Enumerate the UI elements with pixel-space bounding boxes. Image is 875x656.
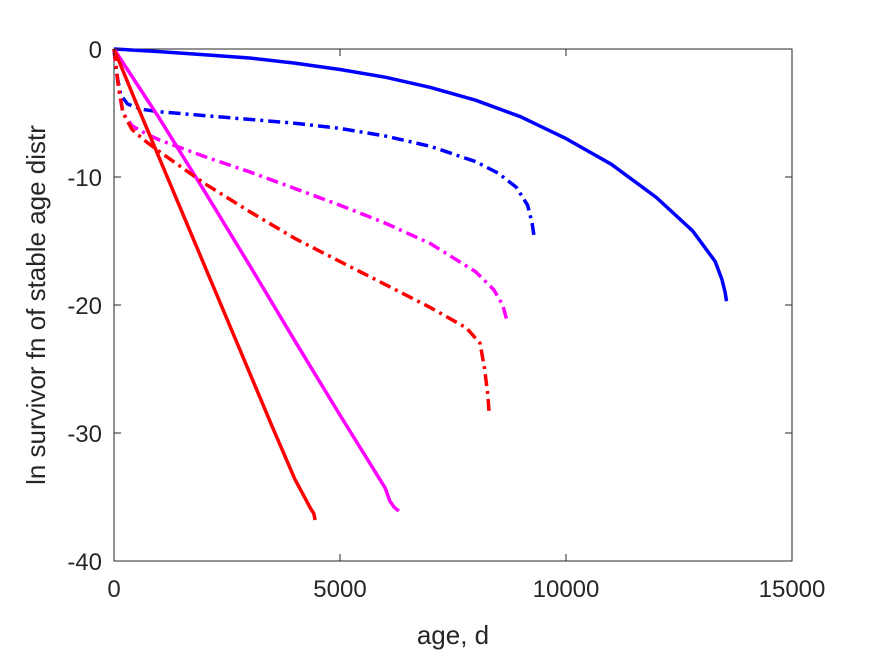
series-line-3 [112, 48, 400, 513]
series-line-5 [112, 48, 317, 521]
x-tick-label: 0 [107, 576, 120, 603]
tick-layer: 0 5000 10000 15000 0 -10 -20 -30 -40 [67, 37, 825, 603]
series-layer [112, 47, 729, 521]
plot-area [113, 48, 793, 562]
series-line-6 [112, 48, 491, 414]
series-line-1 [113, 47, 729, 302]
series-line-4 [112, 48, 509, 323]
y-tick-label: -10 [67, 165, 102, 192]
y-tick-label: 0 [89, 37, 102, 64]
x-tick-label: 15000 [759, 576, 826, 603]
y-tick-label: -20 [67, 293, 102, 320]
y-tick-label: -30 [67, 421, 102, 448]
series-line-2 [112, 48, 537, 239]
x-tick-label: 10000 [533, 576, 600, 603]
x-axis-label: age, d [417, 620, 489, 650]
x-tick-label: 5000 [313, 576, 366, 603]
y-axis-label: ln survivor fn of stable age distr [21, 125, 51, 485]
y-tick-label: -40 [67, 549, 102, 576]
